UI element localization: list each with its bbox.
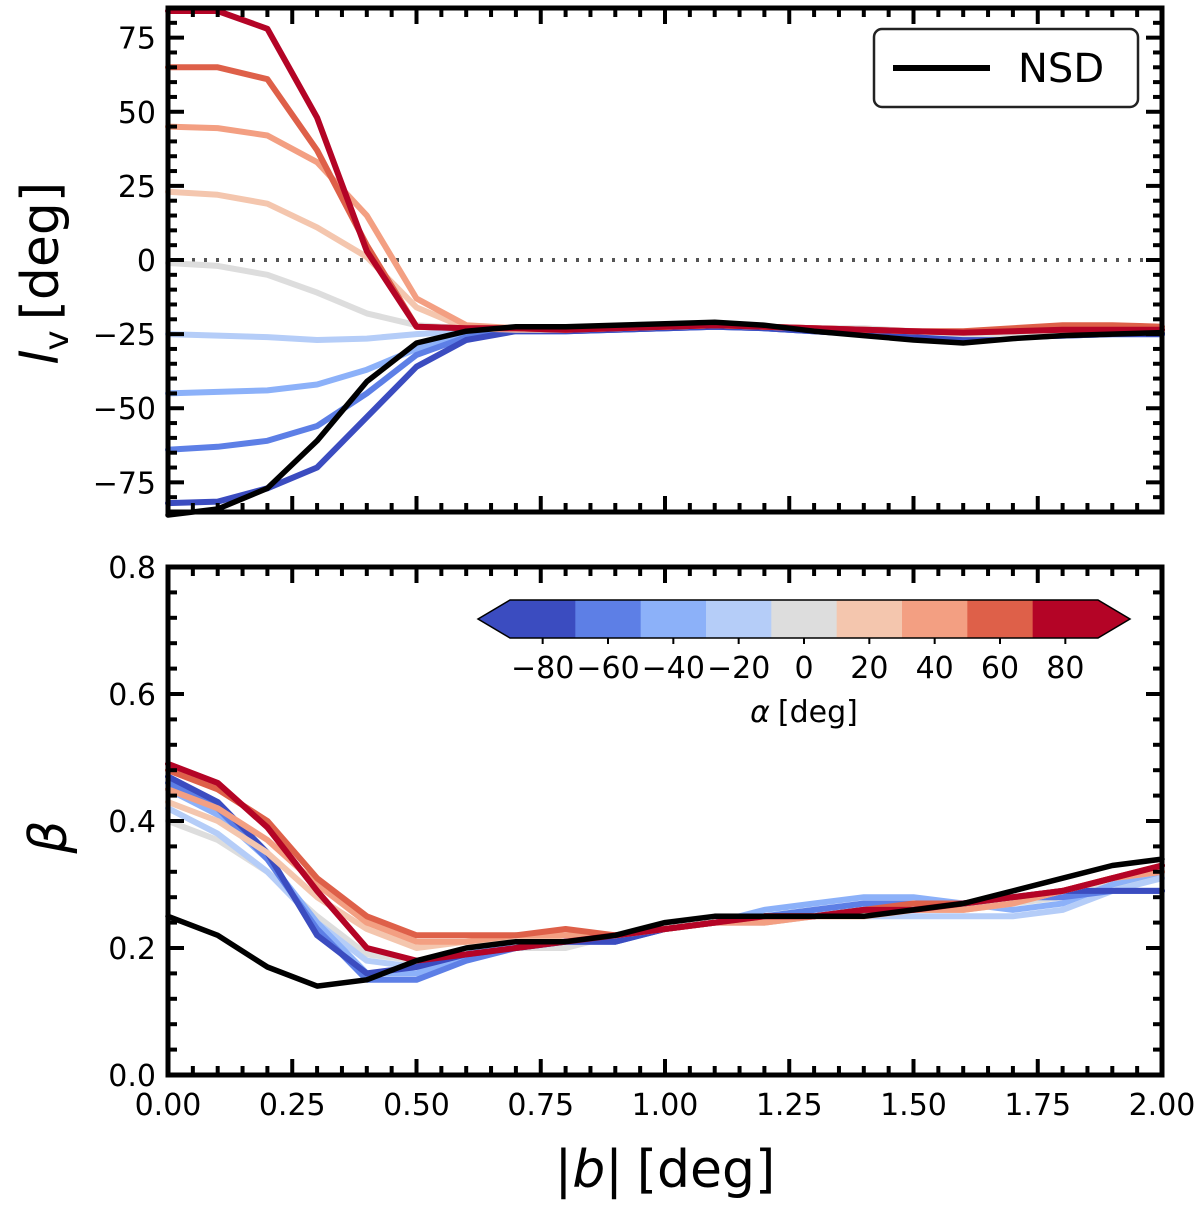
top-plot-frame — [165, 5, 1165, 515]
colorbar-tick-label: −80 — [511, 651, 574, 686]
colorbar-tick-label: 60 — [981, 651, 1019, 686]
colorbar-cell — [706, 600, 772, 638]
bottom-x-tick-labels: 0.00 0.25 0.50 0.75 1.00 1.25 1.50 1.75 2.00 — [135, 1088, 1196, 1123]
x-tick-label: 0.25 — [259, 1088, 326, 1123]
top-series-nsd — [165, 319, 1165, 518]
bottom-series-alpha-80 — [165, 760, 1165, 964]
x-tick-label: 1.25 — [756, 1088, 823, 1123]
bottom-series-nsd — [165, 856, 1165, 989]
x-tick-label: 1.50 — [880, 1088, 947, 1123]
bottom-plot-frame — [165, 564, 1165, 1078]
colorbar-cell — [1032, 600, 1099, 638]
colorbar-cell — [510, 600, 576, 638]
bottom-series-lines — [165, 760, 1165, 989]
x-tick-label: 2.00 — [1129, 1088, 1196, 1123]
x-tick-label: 0.00 — [135, 1088, 202, 1123]
bottom-y-tick-label: 0.0 — [108, 1059, 156, 1094]
colorbar-tick-labels: −80 −60 −40 −20 0 20 40 60 80 — [511, 638, 1084, 686]
top-y-tick-label: 0 — [137, 244, 156, 279]
colorbar-tick-label: 20 — [850, 651, 888, 686]
top-y-axis-label: lv [deg] — [11, 182, 77, 365]
colorbar-outline — [476, 599, 1132, 639]
bottom-y-tick-labels: 0.0 0.2 0.4 0.6 0.8 — [108, 551, 156, 1094]
top-y-tick-label: 25 — [118, 170, 156, 205]
colorbar-tick-label: −20 — [707, 651, 770, 686]
x-tick-label: 1.00 — [632, 1088, 699, 1123]
top-y-tick-labels: −75 −50 −25 0 25 50 75 — [93, 22, 156, 502]
top-y-axis-label-unit: [deg] — [11, 182, 71, 321]
top-series-alpha-minus80 — [165, 323, 1165, 507]
bottom-panel: 0.0 0.2 0.4 0.6 0.8 0.00 0.25 0.50 0.75 1.00 1.25… — [19, 551, 1195, 1200]
top-y-tick-label: 75 — [118, 22, 156, 57]
bottom-y-axis-label: β — [19, 820, 79, 854]
top-series-lines — [165, 8, 1165, 518]
top-y-tick-label: −50 — [93, 392, 156, 427]
colorbar-cell — [836, 600, 903, 638]
bottom-y-tick-label: 0.8 — [108, 551, 156, 586]
colorbar-cell — [575, 600, 642, 638]
x-axis-label-main: |b| — [555, 1140, 623, 1200]
colorbar-label-unit: [deg] — [778, 695, 858, 730]
x-tick-label: 0.50 — [383, 1088, 450, 1123]
legend-box — [872, 27, 1140, 109]
x-tick-label: 0.75 — [507, 1088, 574, 1123]
colorbar-cell — [902, 600, 968, 638]
top-series-alpha-80 — [165, 8, 1165, 336]
bottom-y-tick-label: 0.4 — [108, 805, 156, 840]
colorbar-extend-under — [478, 600, 510, 638]
colorbar-extend-over — [1098, 600, 1130, 638]
top-series-alpha-20 — [165, 188, 1165, 336]
x-tick-label: 1.75 — [1004, 1088, 1071, 1123]
legend: NSD — [872, 27, 1140, 109]
colorbar-tick-label: −60 — [576, 651, 639, 686]
top-y-tick-label: −75 — [93, 466, 156, 501]
colorbar-cells — [476, 599, 1132, 639]
top-y-axis-label-sub: v — [37, 330, 77, 350]
bottom-axis-ticks — [166, 565, 1164, 1077]
top-y-tick-label: 50 — [118, 96, 156, 131]
top-y-axis-label-main: l — [11, 350, 71, 365]
colorbar-cell — [967, 600, 1034, 638]
colorbar-cell — [640, 600, 707, 638]
colorbar-label: α [deg] — [750, 695, 858, 730]
bottom-y-tick-label: 0.6 — [108, 678, 156, 713]
x-axis-label: |b| [deg] — [555, 1140, 776, 1200]
colorbar-tick-label: 80 — [1046, 651, 1084, 686]
legend-label-nsd: NSD — [1018, 46, 1104, 92]
colorbar-tick-label: 0 — [794, 651, 813, 686]
colorbar-tick-label: 40 — [916, 651, 954, 686]
top-y-tick-label: −25 — [93, 318, 156, 353]
alpha-colorbar: −80 −60 −40 −20 0 20 40 60 80 α [deg] — [476, 599, 1132, 730]
colorbar-tick-label: −40 — [642, 651, 705, 686]
colorbar-cell — [771, 600, 838, 638]
top-series-alpha-minus60 — [165, 323, 1165, 453]
bottom-y-tick-label: 0.2 — [108, 932, 156, 967]
top-panel: −75 −50 −25 0 25 50 75 lv [deg] NSD — [11, 5, 1165, 518]
colorbar-label-main: α — [750, 695, 770, 730]
x-axis-label-unit: [deg] — [637, 1140, 776, 1200]
